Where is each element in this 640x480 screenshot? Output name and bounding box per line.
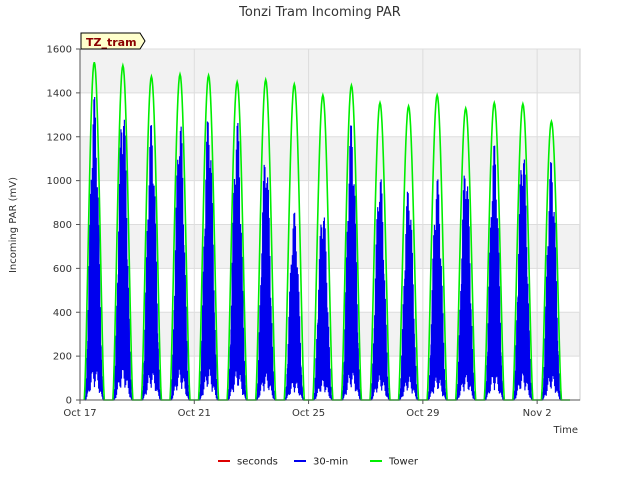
x-tick-label: Oct 25 [292,408,325,419]
series-layer [83,61,570,401]
x-tick-label: Oct 17 [63,408,96,419]
series-30min-day [313,217,333,401]
site-badge: TZ_tram [80,32,146,50]
site-badge-label: TZ_tram [86,36,137,49]
legend-label: 30-min [313,457,348,468]
x-tick-label: Nov 2 [523,408,552,419]
series-30min-day [484,145,504,401]
series-30min-day [341,125,361,401]
series-30min-day [256,164,276,401]
y-tick-label: 200 [53,352,72,363]
series-30min-day [199,121,219,401]
legend: seconds 30-min Tower [218,457,419,468]
y-tick-label: 1200 [47,132,72,143]
x-ticks: Oct 17 Oct 21 Oct 25 Oct 29 Nov 2 [63,399,580,419]
series-tower-line [83,61,570,401]
y-tick-label: 400 [53,308,72,319]
y-ticks: 0 200 400 600 800 1000 1200 1400 1600 [47,45,81,407]
series-30min-day [399,191,419,401]
chart-title: Tonzi Tram Incoming PAR [238,5,401,20]
series-30min-day [370,179,390,401]
legend-label: seconds [237,457,278,468]
y-tick-label: 1400 [47,88,72,99]
series-30min-day [227,123,247,401]
y-tick-label: 800 [53,220,72,231]
x-tick-label: Oct 29 [406,408,439,419]
series-30min-day [456,175,476,401]
x-tick-label: Oct 21 [178,408,211,419]
plot-band [80,49,580,93]
series-30min-day [541,162,561,401]
series-30min-day [84,96,104,401]
y-tick-label: 1000 [47,176,72,187]
y-axis-label: Incoming PAR (mV) [8,177,19,273]
y-tick-label: 600 [53,264,72,275]
series-30min-day [113,119,133,401]
series-30min-day [284,212,304,401]
site-badge-box [80,32,146,50]
y-tick-label: 1600 [47,45,72,56]
series-30min-day [427,179,447,401]
x-axis-label: Time [553,425,578,436]
series-30min-day [141,125,161,401]
series-30min-day [513,159,533,401]
series-30min-day [170,126,190,401]
y-tick-label: 0 [66,396,72,407]
legend-label: Tower [388,457,419,468]
